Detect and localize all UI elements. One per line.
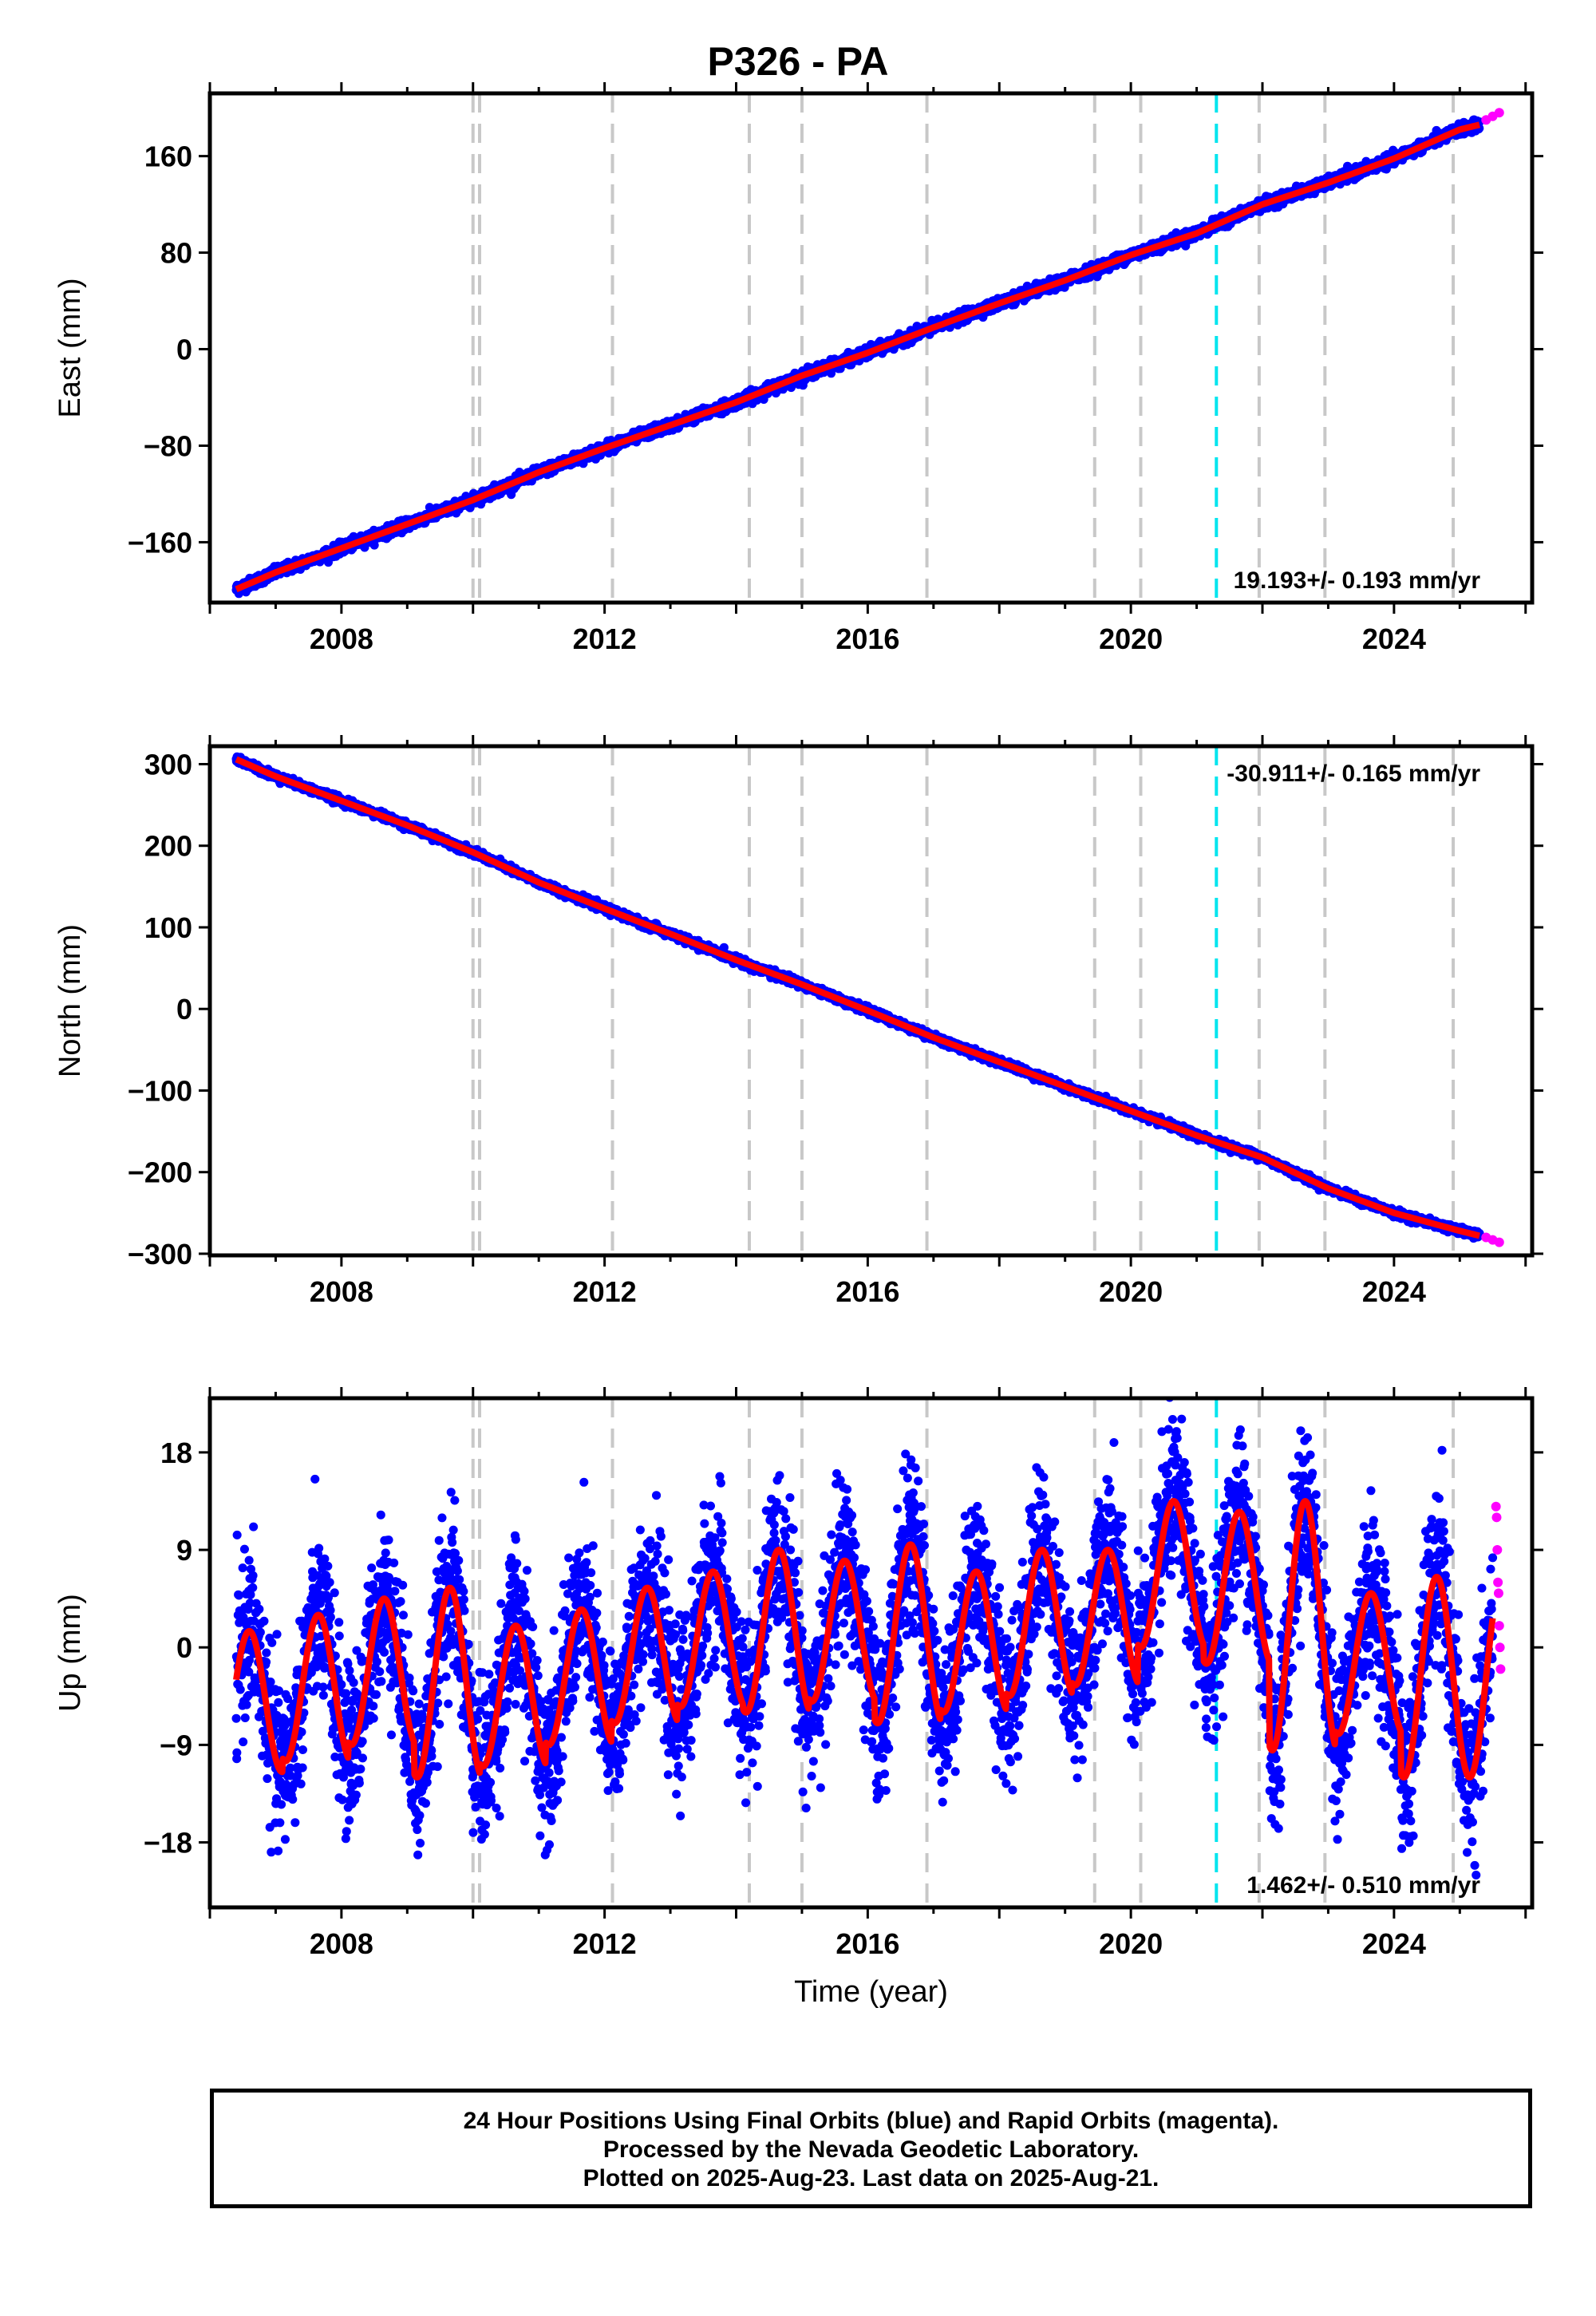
x-tick-label: 2016 xyxy=(836,1927,899,1960)
y-tick-label: 9 xyxy=(176,1534,192,1567)
model-curve xyxy=(234,121,1482,593)
panel-east: −160 −80 0 80 160 2008 2012 2016 2020 2024 East (m… xyxy=(53,82,1543,655)
plot-frame xyxy=(207,91,1535,605)
final-orbit-points xyxy=(231,1398,1498,1879)
caption-line-2: Processed by the Nevada Geodetic Laborat… xyxy=(602,2136,1140,2163)
x-axis-label: Time (year) xyxy=(794,1975,948,2009)
y-tick-label: 18 xyxy=(160,1437,192,1469)
plot-area xyxy=(231,1398,1506,1907)
y-tick-label: −200 xyxy=(128,1156,192,1189)
panel-north: −300 −200 −100 0 100 200 300 2008 2012 2016 2020 20… xyxy=(53,735,1543,1308)
rapid-orbit-point xyxy=(1493,1577,1503,1587)
x-tick-label: 2008 xyxy=(310,1927,373,1960)
panel-up: −18 −9 0 9 18 2008 2012 2016 2020 2024 Up (mm) 1.46… xyxy=(53,1387,1543,2009)
y-tick-label: −9 xyxy=(160,1729,192,1761)
x-tick-label: 2020 xyxy=(1099,1927,1163,1960)
y-tick-label: −300 xyxy=(128,1238,192,1271)
rate-label: -30.911+/- 0.165 mm/yr xyxy=(1227,761,1480,787)
plot-area xyxy=(231,93,1504,603)
rapid-orbit-point xyxy=(1494,1621,1504,1631)
chart-title: P326 - PA xyxy=(707,39,889,84)
rapid-orbit-point xyxy=(1495,1642,1505,1653)
y-axis-label: East (mm) xyxy=(53,278,87,417)
x-tick-label: 2016 xyxy=(836,1275,899,1308)
x-tick-label: 2012 xyxy=(573,1927,637,1960)
x-tick-label: 2016 xyxy=(836,622,899,655)
x-tick-label: 2008 xyxy=(310,622,373,655)
caption-line-1: 24 Hour Positions Using Final Orbits (bl… xyxy=(463,2108,1279,2134)
rapid-orbit-point xyxy=(1494,1237,1504,1247)
x-tick-label: 2012 xyxy=(573,1275,637,1308)
rapid-orbit-point xyxy=(1491,1512,1502,1523)
rapid-orbit-point xyxy=(1491,1501,1501,1512)
x-tick-label: 2020 xyxy=(1099,622,1163,655)
rate-label: 1.462+/- 0.510 mm/yr xyxy=(1246,1872,1480,1899)
plot-frame xyxy=(207,744,1535,1258)
y-tick-label: 160 xyxy=(144,140,192,173)
y-tick-label: 100 xyxy=(144,911,192,944)
rapid-orbit-point xyxy=(1493,1588,1503,1599)
y-tick-label: 0 xyxy=(176,1631,192,1664)
y-axis-label: Up (mm) xyxy=(53,1594,87,1712)
x-tick-label: 2024 xyxy=(1362,622,1426,655)
model-curve xyxy=(234,756,1482,1239)
rapid-orbit-point xyxy=(1494,108,1504,118)
x-tick-label: 2012 xyxy=(573,622,637,655)
y-tick-label: 0 xyxy=(176,334,192,366)
x-tick-label: 2008 xyxy=(310,1275,373,1308)
y-tick-label: −160 xyxy=(128,526,192,559)
caption-box: 24 Hour Positions Using Final Orbits (bl… xyxy=(210,2089,1532,2208)
rapid-orbit-point xyxy=(1492,1545,1503,1555)
y-tick-label: −100 xyxy=(128,1074,192,1107)
y-tick-label: 0 xyxy=(176,993,192,1026)
y-tick-label: 300 xyxy=(144,748,192,781)
y-tick-label: −18 xyxy=(144,1827,192,1860)
y-tick-label: 200 xyxy=(144,830,192,863)
rate-label: 19.193+/- 0.193 mm/yr xyxy=(1234,567,1481,594)
x-tick-label: 2024 xyxy=(1362,1275,1426,1308)
chart-svg: −160 −80 0 80 160 2008 2012 2016 2020 2024 East (m… xyxy=(53,82,1543,2009)
caption-line-3: Plotted on 2025-Aug-23. Last data on 202… xyxy=(583,2165,1159,2192)
y-tick-label: 80 xyxy=(160,237,192,270)
model-curve xyxy=(233,1498,1496,1781)
x-tick-label: 2020 xyxy=(1099,1275,1163,1308)
plot-frame xyxy=(207,1396,1535,1910)
x-tick-label: 2024 xyxy=(1362,1927,1426,1960)
y-tick-label: −80 xyxy=(144,429,192,462)
rapid-orbit-point xyxy=(1495,1664,1506,1674)
plot-area xyxy=(231,746,1504,1255)
y-axis-label: North (mm) xyxy=(53,924,87,1077)
